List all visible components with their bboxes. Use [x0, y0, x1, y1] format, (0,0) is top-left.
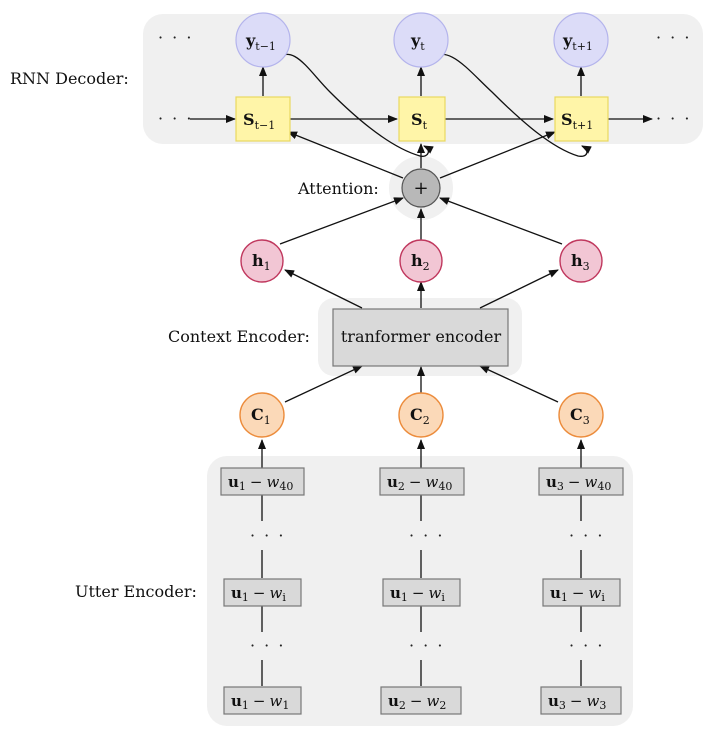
svg-text:St+1: St+1	[561, 110, 593, 132]
utter-box-col3-bottom: u3− w3	[540, 686, 622, 715]
svg-text:h1: h1	[252, 251, 271, 273]
context-encoder-label: Context Encoder:	[168, 327, 310, 346]
utter-box-col1-bottom: u1− w1	[223, 686, 302, 715]
utter-box-col2-bottom: u2− w2	[380, 686, 462, 715]
svg-text:C2: C2	[410, 405, 430, 427]
svg-text:h3: h3	[571, 251, 590, 273]
utter-col3-dots-b: · · ·	[569, 636, 604, 655]
svg-text:C1: C1	[251, 405, 271, 427]
svg-text:u2−w2: u2− w2	[388, 692, 446, 712]
c-node-2: C2	[398, 392, 444, 438]
svg-text:St: St	[411, 110, 428, 132]
y-node-2: yt	[393, 12, 449, 68]
utter-col1-dots-a: · · ·	[250, 526, 285, 545]
attention-plus-node: +	[401, 168, 441, 208]
decoder-ellipsis-top-right: · · ·	[656, 28, 691, 47]
arrow-h3-to-attention	[439, 197, 563, 245]
decoder-ellipsis-bottom-left: · · ·	[158, 109, 193, 128]
arrow-c1-to-transformer	[284, 365, 363, 403]
h-node-2: h2	[399, 239, 443, 283]
decoder-ellipsis-bottom-right: · · ·	[656, 109, 691, 128]
s-node-1: St−1	[235, 96, 291, 142]
arrow-attention-to-s3	[439, 131, 556, 179]
svg-text:+: +	[413, 178, 428, 199]
h-node-1: h1	[240, 239, 284, 283]
s-node-2: St	[398, 96, 446, 142]
svg-text:St−1: St−1	[243, 110, 275, 132]
utter-box-col2-top: u2− w40	[379, 467, 465, 496]
h-node-3: h3	[559, 239, 603, 283]
utter-box-col3-top: u3− w40	[538, 467, 624, 496]
attention-label: Attention:	[297, 179, 379, 198]
s-node-3: St+1	[554, 96, 609, 142]
svg-text:u1−w1: u1− w1	[231, 692, 289, 712]
utter-col2-dots-b: · · ·	[409, 636, 444, 655]
arrow-transformer-to-h3	[479, 269, 559, 309]
rnn-decoder-label: RNN Decoder:	[10, 69, 129, 88]
svg-text:tranformer encoder: tranformer encoder	[341, 327, 502, 346]
decoder-ellipsis-top-left: · · ·	[158, 28, 193, 47]
utter-box-col1-mid: u1− wi	[223, 578, 302, 607]
svg-text:u2−w40: u2− w40	[387, 473, 452, 493]
utter-col1-dots-b: · · ·	[250, 636, 285, 655]
svg-text:yt: yt	[410, 31, 425, 53]
utter-col3-dots-a: · · ·	[569, 526, 604, 545]
arrow-transformer-to-h1	[284, 269, 363, 309]
svg-text:yt+1: yt+1	[562, 31, 593, 53]
arrow-attention-to-s1	[287, 131, 404, 179]
utter-box-col2-mid: u1− wi	[382, 578, 461, 607]
svg-text:u3−w40: u3− w40	[546, 473, 611, 493]
svg-text:h2: h2	[411, 251, 430, 273]
feedback-curve-y1-to-s2	[273, 53, 434, 157]
svg-text:u1−wi: u1− wi	[390, 584, 445, 604]
svg-text:u1−w40: u1− w40	[228, 473, 293, 493]
transformer-encoder-box: tranformer encoder	[332, 308, 509, 367]
arrow-h1-to-attention	[279, 197, 404, 245]
c-node-3: C3	[558, 392, 604, 438]
utter-box-col1-top: u1− w40	[220, 467, 305, 496]
svg-text:u3−w3: u3− w3	[548, 692, 606, 712]
arrow-c3-to-transformer	[479, 365, 559, 403]
svg-text:u1−wi: u1− wi	[550, 584, 605, 604]
svg-text:u1−wi: u1− wi	[231, 584, 286, 604]
svg-text:C3: C3	[570, 405, 590, 427]
utter-encoder-label: Utter Encoder:	[75, 582, 197, 601]
utter-col2-dots-a: · · ·	[409, 526, 444, 545]
svg-text:yt−1: yt−1	[245, 31, 276, 53]
utter-box-col3-mid: u1− wi	[542, 578, 621, 607]
y-node-1: yt−1	[235, 12, 291, 68]
c-node-1: C1	[239, 392, 285, 438]
y-node-3: yt+1	[553, 12, 609, 68]
feedback-curve-y2-to-s3	[427, 53, 592, 157]
